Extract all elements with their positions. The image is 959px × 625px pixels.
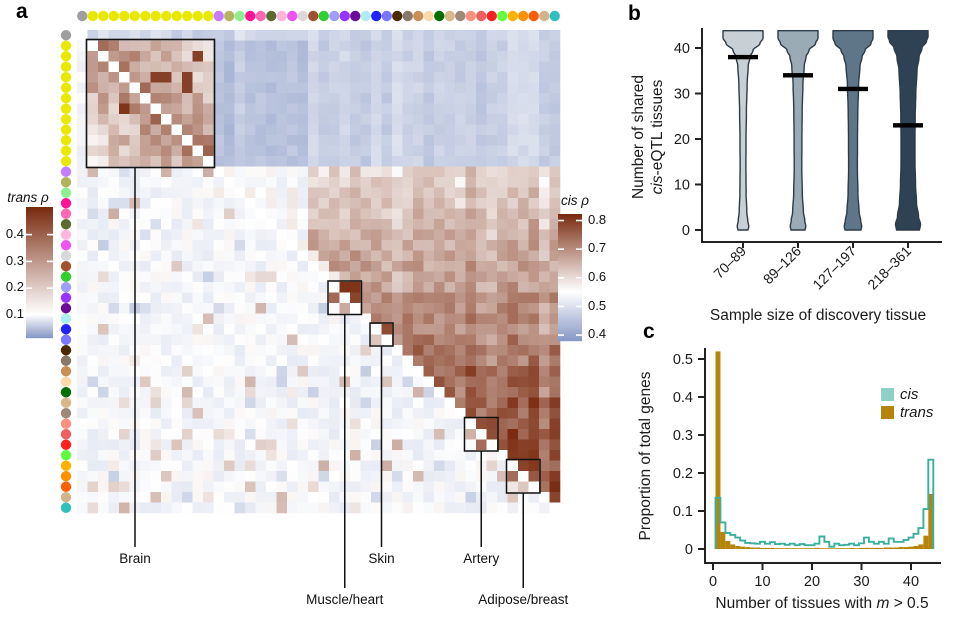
svg-text:70–89: 70–89: [710, 243, 749, 282]
cis-word: cis: [561, 193, 578, 208]
svg-text:0.5: 0.5: [673, 352, 693, 368]
svg-text:0.1: 0.1: [673, 504, 693, 520]
svg-text:0: 0: [685, 542, 693, 558]
svg-text:10: 10: [754, 574, 770, 590]
svg-text:0.3: 0.3: [673, 428, 693, 444]
trans-colorbar-tick: 0.4: [5, 225, 24, 241]
violin-plot-shared-cis-eqtl-tissues: 0 10 20 30 40 70–89 89–126 127–197 218–361 Number…: [630, 28, 942, 324]
svg-text:Number of tissues with m > 0.5: Number of tissues with m > 0.5: [715, 595, 928, 612]
svg-text:40: 40: [903, 574, 919, 590]
panel-label-c: c: [643, 320, 655, 343]
panel-label-b: b: [628, 2, 641, 25]
cis-colorbar-title: cis ρ: [545, 193, 605, 208]
svg-text:0: 0: [682, 223, 690, 239]
svg-text:0: 0: [709, 574, 717, 590]
svg-text:89–126: 89–126: [760, 243, 804, 287]
tissue-correlation-heatmap: [0, 0, 620, 625]
rho-symbol: ρ: [41, 190, 49, 205]
svg-text:trans: trans: [900, 404, 934, 421]
panel-label-a: a: [16, 0, 28, 23]
cis-colorbar-tick: 0.4: [588, 326, 607, 342]
svg-text:0.4: 0.4: [673, 390, 693, 406]
trans-colorbar-title: trans ρ: [0, 190, 58, 205]
svg-text:20: 20: [674, 132, 690, 148]
cis-colorbar-tick: 0.8: [588, 211, 607, 227]
svg-text:0.2: 0.2: [673, 466, 693, 482]
svg-text:30: 30: [853, 574, 869, 590]
tissue-group-label: Muscle/heart: [306, 592, 384, 607]
cis-colorbar-tick: 0.6: [588, 269, 607, 284]
trans-colorbar-tick: 0.2: [5, 279, 24, 295]
svg-text:40: 40: [674, 41, 690, 57]
tissue-group-label: Brain: [119, 551, 151, 566]
tissue-group-label: Skin: [368, 551, 395, 566]
cis-colorbar-tick: 0.7: [588, 240, 607, 256]
rho-symbol: ρ: [581, 193, 589, 208]
svg-text:218–361: 218–361: [864, 243, 914, 293]
svg-text:20: 20: [804, 574, 820, 590]
svg-text:127–197: 127–197: [809, 243, 859, 293]
svg-text:30: 30: [674, 87, 690, 103]
svg-text:Proportion of total genes: Proportion of total genes: [637, 371, 654, 540]
svg-text:cis-eQTL tissues: cis-eQTL tissues: [649, 79, 666, 194]
tissue-group-label: Artery: [463, 551, 500, 566]
trans-word: trans: [7, 190, 38, 205]
tissue-group-label: Adipose/breast: [478, 592, 569, 607]
svg-text:Sample size of discovery tissu: Sample size of discovery tissue: [710, 307, 926, 324]
cis-colorbar-tick: 0.5: [588, 297, 607, 313]
trans-colorbar-tick: 0.1: [5, 306, 24, 322]
svg-text:cis: cis: [900, 386, 919, 403]
trans-colorbar-tick: 0.3: [5, 252, 24, 268]
svg-text:10: 10: [674, 178, 690, 194]
svg-text:Number of shared: Number of shared: [630, 75, 647, 199]
